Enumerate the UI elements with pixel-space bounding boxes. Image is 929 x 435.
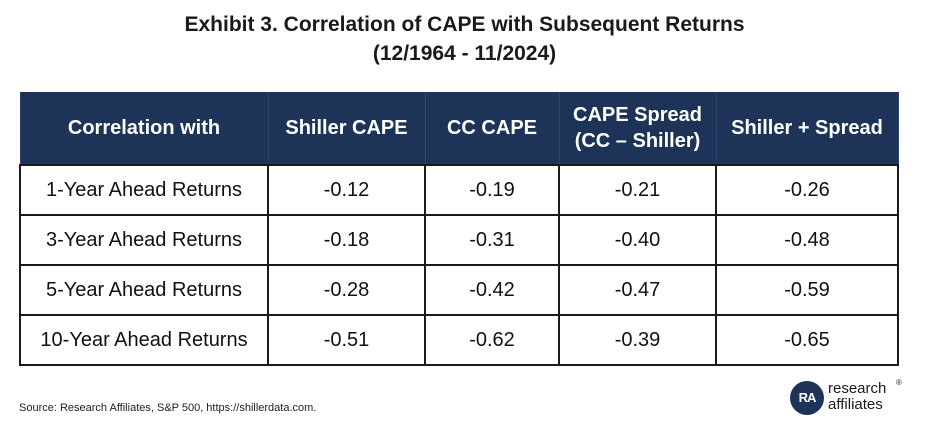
- source-note: Source: Research Affiliates, S&P 500, ht…: [19, 402, 317, 414]
- table-header-row: Correlation with Shiller CAPE CC CAPE CA…: [19, 92, 899, 165]
- cell-cape-spread: -0.47: [558, 264, 717, 316]
- cell-shiller-cape: -0.12: [267, 164, 426, 216]
- row-label: 5-Year Ahead Returns: [19, 264, 269, 316]
- header-cape-spread: CAPE Spread (CC – Shiller): [558, 92, 717, 165]
- row-label: 1-Year Ahead Returns: [19, 164, 269, 216]
- cell-shiller-cape: -0.28: [267, 264, 426, 316]
- cell-shiller-plus-spread: -0.48: [715, 214, 899, 266]
- cell-cape-spread: -0.21: [558, 164, 717, 216]
- row-label: 3-Year Ahead Returns: [19, 214, 269, 266]
- row-label: 10-Year Ahead Returns: [19, 314, 269, 366]
- cell-cc-cape: -0.62: [424, 314, 560, 366]
- header-cc-cape: CC CAPE: [424, 92, 560, 165]
- cell-cc-cape: -0.19: [424, 164, 560, 216]
- cell-cc-cape: -0.42: [424, 264, 560, 316]
- cell-shiller-plus-spread: -0.65: [715, 314, 899, 366]
- cell-cape-spread: -0.39: [558, 314, 717, 366]
- research-affiliates-logo: RA research affiliates ®: [790, 378, 910, 417]
- cell-shiller-cape: -0.51: [267, 314, 426, 366]
- table-row: 5-Year Ahead Returns -0.28 -0.42 -0.47 -…: [19, 264, 899, 316]
- header-shiller-cape: Shiller CAPE: [267, 92, 426, 165]
- registered-mark: ®: [896, 378, 902, 387]
- header-correlation-with: Correlation with: [19, 92, 269, 165]
- correlation-table: Correlation with Shiller CAPE CC CAPE CA…: [19, 92, 899, 366]
- logo-wordmark-line2: affiliates: [828, 396, 883, 413]
- table-row: 1-Year Ahead Returns -0.12 -0.19 -0.21 -…: [19, 164, 899, 216]
- table-row: 10-Year Ahead Returns -0.51 -0.62 -0.39 …: [19, 314, 899, 366]
- table-row: 3-Year Ahead Returns -0.18 -0.31 -0.40 -…: [19, 214, 899, 266]
- logo-mark-letters: RA: [798, 390, 817, 405]
- cell-cape-spread: -0.40: [558, 214, 717, 266]
- header-cape-spread-line1: CAPE Spread: [573, 104, 702, 126]
- logo-mark-icon: RA: [790, 381, 824, 415]
- cell-shiller-plus-spread: -0.26: [715, 164, 899, 216]
- logo-wordmark: research affiliates: [828, 381, 886, 413]
- header-cape-spread-line2: (CC – Shiller): [574, 130, 701, 152]
- cell-shiller-plus-spread: -0.59: [715, 264, 899, 316]
- logo-wordmark-line1: research: [828, 380, 887, 397]
- exhibit-date-range: (12/1964 - 11/2024): [372, 42, 557, 65]
- cell-shiller-cape: -0.18: [267, 214, 426, 266]
- cell-cc-cape: -0.31: [424, 214, 560, 266]
- exhibit-title: Exhibit 3. Correlation of CAPE with Subs…: [184, 13, 745, 36]
- header-shiller-plus-spread: Shiller + Spread: [715, 92, 899, 165]
